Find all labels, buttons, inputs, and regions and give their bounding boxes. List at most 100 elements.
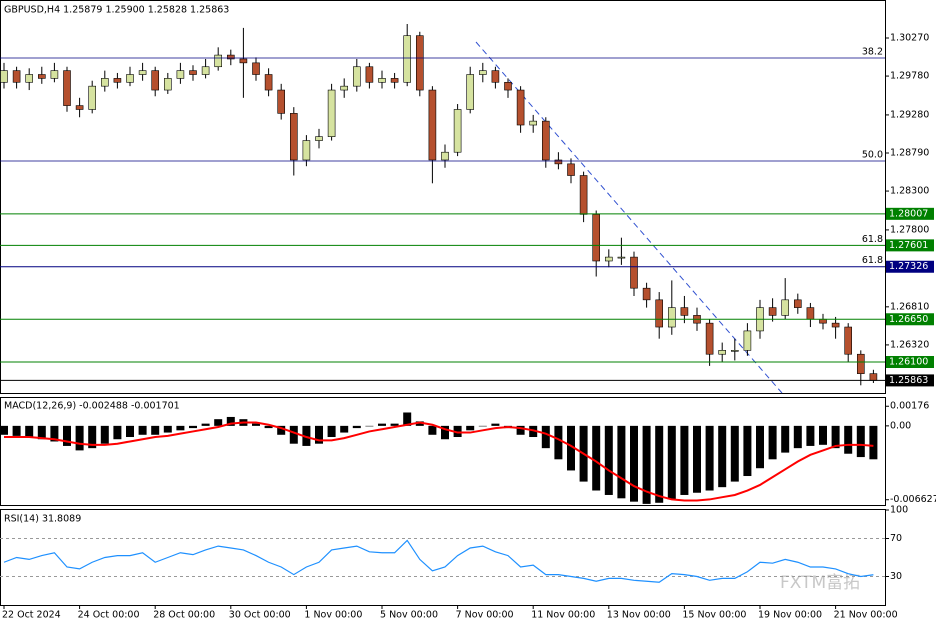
candle-body <box>315 136 323 141</box>
candle-body <box>441 151 449 161</box>
macd-bar <box>793 425 802 449</box>
macd-bar <box>113 425 122 440</box>
level-box <box>886 260 934 273</box>
candle-body <box>793 299 802 308</box>
macd-bar <box>264 425 273 429</box>
candle-body <box>277 89 286 114</box>
candle-body <box>50 70 59 79</box>
candle-body <box>340 85 349 91</box>
macd-bar <box>844 425 853 454</box>
candle-body <box>516 89 525 126</box>
candle-body <box>428 89 437 161</box>
level-label: 1.27601 <box>889 240 928 251</box>
y-tick-label: 1.26320 <box>890 339 929 350</box>
macd-bar <box>453 425 462 438</box>
macd-bar <box>151 425 160 435</box>
macd-bar <box>138 425 147 435</box>
macd-bar <box>0 425 8 435</box>
x-tick-label: 22 Oct 2024 <box>2 610 61 621</box>
macd-bar <box>352 425 361 429</box>
candle-body <box>252 62 260 75</box>
rsi-title: RSI(14) 31.8089 <box>4 514 81 525</box>
chart-title: GBPUSD,H4 1.25879 1.25900 1.25828 1.2586… <box>4 5 229 16</box>
macd-bar <box>390 423 399 426</box>
candle-body <box>75 105 84 110</box>
macd-bar <box>680 425 689 495</box>
candle-body <box>705 322 714 355</box>
macd-bar <box>617 425 626 499</box>
macd-bar <box>403 412 412 426</box>
x-tick-label: 19 Nov 00:00 <box>758 610 822 621</box>
candle-body <box>781 299 790 316</box>
candle-body <box>478 70 487 75</box>
fib-label: 50.0 <box>862 149 883 160</box>
macd-bar <box>50 425 59 442</box>
candle-body <box>667 307 676 328</box>
candle-body <box>718 350 727 355</box>
candle-body <box>12 70 21 83</box>
candle-body <box>768 307 777 316</box>
y-tick-label: -0.006627 <box>890 494 936 505</box>
y-tick-label: 30 <box>890 571 902 582</box>
macd-bar <box>378 423 386 426</box>
candle-body <box>176 70 185 79</box>
x-tick-label: 28 Oct 00:00 <box>153 610 215 621</box>
y-tick-label: 1.27800 <box>890 224 929 235</box>
candle-body <box>403 35 412 83</box>
macd-bar <box>554 425 563 460</box>
macd-bar <box>743 425 752 477</box>
main-panel <box>0 0 886 394</box>
macd-bar <box>176 425 185 431</box>
y-tick-label: 1.30270 <box>890 32 929 43</box>
x-tick-label: 21 Nov 00:00 <box>834 610 898 621</box>
macd-bar <box>693 425 701 493</box>
candle-body <box>63 70 71 106</box>
macd-bar <box>781 425 790 453</box>
macd-title: MACD(12,26,9) -0.002488 -0.001701 <box>4 401 180 412</box>
candle-body <box>264 74 273 91</box>
candle-body <box>113 78 122 83</box>
x-tick-label: 11 Nov 00:00 <box>531 610 595 621</box>
macd-bar <box>201 423 210 426</box>
level-box <box>886 239 934 252</box>
macd-bar <box>226 416 235 426</box>
candle-body <box>844 326 853 355</box>
macd-bar <box>516 425 525 435</box>
level-label: 1.25863 <box>889 375 928 386</box>
level-box <box>886 313 934 326</box>
trend-line <box>475 41 783 394</box>
candle-body <box>302 140 311 161</box>
macd-bar <box>592 425 601 491</box>
macd-bar <box>302 425 311 446</box>
fib-label: 61.8 <box>862 234 883 245</box>
macd-bar <box>630 425 638 502</box>
macd-bar <box>88 425 97 449</box>
y-tick-label: 0.00 <box>890 420 911 431</box>
macd-bar <box>541 425 550 449</box>
y-tick-label: 1.28300 <box>890 186 929 197</box>
macd-bar <box>25 425 34 438</box>
x-tick-label: 13 Nov 00:00 <box>607 610 671 621</box>
fib-label: 61.8 <box>862 255 883 266</box>
candle-body <box>25 74 34 83</box>
candle-body <box>101 78 109 87</box>
y-tick-label: 1.29780 <box>890 71 929 82</box>
macd-bar <box>126 425 134 438</box>
signal-line <box>4 421 874 502</box>
macd-bar <box>856 425 865 458</box>
level-label: 1.26100 <box>889 356 928 367</box>
candle-body <box>680 307 689 316</box>
macd-bar <box>806 425 815 446</box>
macd-bar <box>831 425 840 449</box>
macd-bar <box>327 425 336 438</box>
y-tick-label: 1.29280 <box>890 109 929 120</box>
candle-body <box>37 74 46 79</box>
x-tick-label: 5 Nov 00:00 <box>380 610 438 621</box>
candle-body <box>592 214 601 262</box>
candle-body <box>378 78 386 83</box>
macd-bar <box>819 425 827 445</box>
candle-body <box>151 70 159 91</box>
candle-body <box>655 299 664 328</box>
candle-body <box>214 54 222 68</box>
x-tick-label: 15 Nov 00:00 <box>682 610 746 621</box>
